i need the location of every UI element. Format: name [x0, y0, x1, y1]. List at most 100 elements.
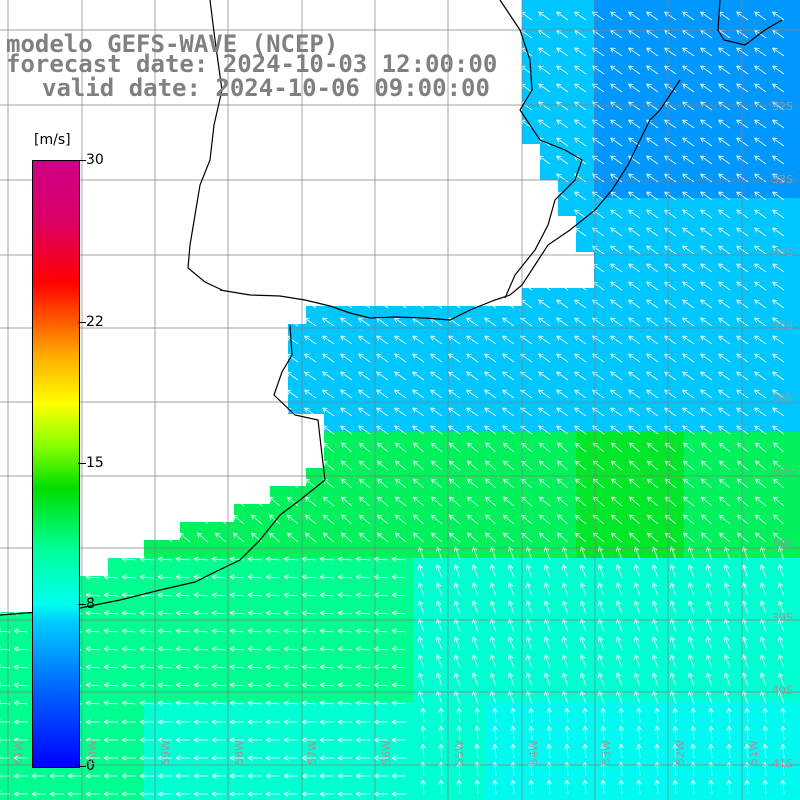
wind-speed-cell: [342, 342, 360, 360]
wind-arrow: [121, 664, 137, 670]
wind-speed-cell: [324, 702, 342, 720]
wind-arrow: [391, 574, 407, 580]
wind-arrow: [211, 700, 227, 706]
wind-speed-cell: [558, 432, 576, 450]
wind-arrow: [556, 353, 569, 363]
wind-arrow: [229, 719, 244, 725]
wind-speed-cell: [540, 666, 558, 684]
wind-arrow: [772, 209, 785, 219]
wind-arrow: [358, 353, 371, 363]
wind-speed-cell: [540, 342, 558, 360]
wind-arrow: [175, 773, 190, 779]
wind-speed-cell: [612, 36, 630, 54]
wind-speed-cell: [666, 684, 684, 702]
wind-arrow: [268, 532, 281, 543]
wind-arrow: [744, 707, 750, 723]
wind-speed-cell: [666, 612, 684, 630]
wind-arrow: [358, 371, 371, 381]
wind-arrow: [85, 628, 101, 634]
wind-speed-cell: [774, 72, 792, 90]
wind-speed-cell: [792, 360, 800, 378]
wind-speed-cell: [414, 468, 432, 486]
colorbar-tick-mark: [78, 160, 86, 161]
wind-speed-cell: [738, 612, 756, 630]
wind-speed-cell: [666, 198, 684, 216]
wind-speed-cell: [738, 234, 756, 252]
wind-speed-cell: [630, 72, 648, 90]
wind-arrow: [391, 592, 407, 598]
wind-arrow: [394, 442, 407, 453]
wind-speed-cell: [630, 18, 648, 36]
wind-arrow: [544, 564, 551, 579]
wind-arrow: [700, 371, 713, 381]
wind-arrow: [610, 478, 623, 489]
wind-speed-cell: [684, 288, 702, 306]
wind-speed-cell: [756, 252, 774, 270]
wind-speed-cell: [720, 72, 738, 90]
wind-speed-cell: [486, 612, 504, 630]
wind-arrow: [520, 83, 533, 93]
wind-arrow: [508, 564, 515, 579]
wind-speed-cell: [774, 54, 792, 72]
wind-speed-cell: [450, 540, 468, 558]
wind-arrow: [394, 478, 407, 489]
wind-arrow: [502, 299, 515, 309]
wind-arrow: [337, 755, 352, 761]
wind-arrow: [358, 389, 371, 399]
wind-arrow: [718, 119, 731, 129]
wind-arrow: [778, 654, 785, 669]
colorbar-unit: [m/s]: [34, 132, 71, 148]
wind-speed-cell: [594, 72, 612, 90]
wind-speed-cell: [738, 522, 756, 540]
wind-speed-cell: [414, 576, 432, 594]
wind-arrow: [139, 700, 155, 706]
wind-arrow: [175, 610, 191, 616]
wind-arrow: [682, 47, 695, 57]
wind-speed-cell: [594, 108, 612, 126]
wind-speed-cell: [270, 684, 288, 702]
wind-arrow: [778, 564, 785, 579]
wind-arrow: [574, 209, 587, 219]
wind-speed-cell: [144, 612, 162, 630]
wind-arrow: [358, 299, 371, 309]
wind-speed-cell: [612, 396, 630, 414]
wind-arrow: [654, 761, 660, 777]
wind-speed-cell: [774, 666, 792, 684]
wind-speed-cell: [702, 162, 720, 180]
wind-speed-cell: [180, 702, 198, 720]
wind-arrow: [546, 707, 552, 723]
wind-arrow: [646, 101, 659, 111]
wind-speed-cell: [486, 576, 504, 594]
wind-speed-cell: [396, 594, 414, 612]
wind-arrow: [520, 299, 533, 309]
wind-speed-cell: [756, 36, 774, 54]
wind-arrow: [211, 592, 227, 598]
wind-arrow: [283, 791, 298, 797]
wind-arrow: [229, 610, 245, 616]
wind-arrow: [772, 407, 785, 417]
wind-arrow: [772, 496, 785, 507]
wind-speed-cell: [666, 630, 684, 648]
wind-arrow: [376, 389, 389, 399]
wind-arrow: [358, 532, 371, 543]
wind-speed-cell: [612, 252, 630, 270]
wind-speed-cell: [540, 144, 558, 162]
wind-speed-cell: [720, 504, 738, 522]
wind-arrow: [484, 317, 497, 327]
wind-arrow: [286, 317, 299, 327]
wind-arrow: [772, 389, 785, 399]
wind-speed-cell: [360, 468, 378, 486]
wind-arrow: [520, 335, 533, 345]
wind-speed-cell: [234, 720, 252, 738]
wind-speed-cell: [774, 270, 792, 288]
wind-arrow: [193, 556, 209, 562]
wind-speed-cell: [594, 288, 612, 306]
wind-arrow: [672, 707, 678, 723]
wind-speed-cell: [558, 126, 576, 144]
wind-speed-cell: [306, 486, 324, 504]
colorbar-tick-label: 0: [86, 758, 95, 774]
wind-arrow: [682, 514, 695, 525]
wind-arrow: [157, 773, 172, 779]
wind-speed-cell: [702, 180, 720, 198]
wind-arrow: [646, 532, 659, 543]
